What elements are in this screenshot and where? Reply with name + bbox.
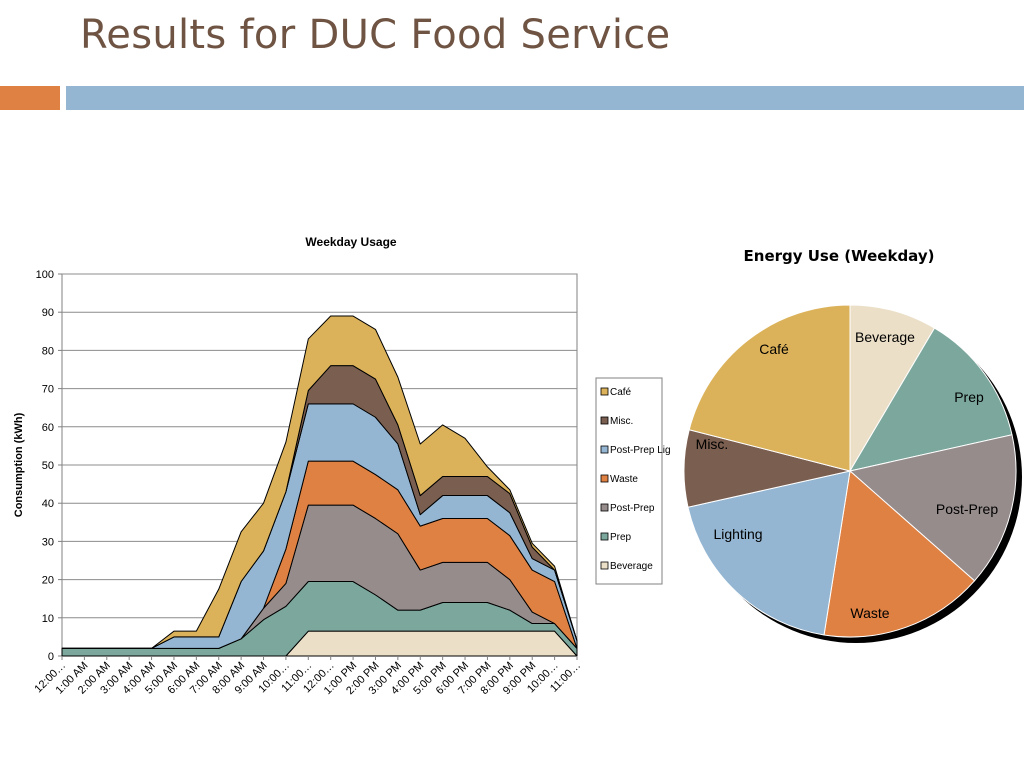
pie-label-misc: Misc. [696, 436, 729, 452]
energy-use-pie-chart: Energy Use (Weekday) Beverage Prep Post-Pre… [683, 247, 1022, 643]
area-chart-title: Weekday Usage [305, 235, 396, 249]
pie-label-prep: Prep [954, 389, 984, 405]
pie-chart-title: Energy Use (Weekday) [744, 247, 935, 265]
legend-swatch [600, 416, 609, 425]
title-divider-bar [66, 86, 1024, 110]
y-tick-label: 30 [42, 536, 54, 548]
slide-title: Results for DUC Food Service [80, 12, 671, 58]
y-tick-label: 0 [48, 651, 54, 663]
y-tick-label: 60 [42, 422, 54, 434]
y-tick-label: 90 [42, 307, 54, 319]
legend-swatch [600, 532, 609, 541]
legend-label: Post-Prep [610, 503, 655, 514]
pie-slice-beverage [849, 304, 936, 473]
pie-label-beverage: Beverage [855, 329, 915, 345]
y-tick-label: 80 [42, 345, 54, 357]
pie-slice-post-prep [848, 434, 1017, 582]
weekday-usage-area-chart: Weekday Usage 0 10 20 30 40 50 60 70 80 90 100 Consu… [13, 235, 670, 697]
y-tick-label: 20 [42, 575, 54, 587]
y-tick-label: 70 [42, 384, 54, 396]
legend-swatch [600, 474, 609, 483]
pie-slice-lighting [687, 470, 851, 636]
pie-label-post-prep: Post-Prep [936, 501, 998, 517]
legend-label: Prep [610, 532, 632, 543]
legend-label: Misc. [610, 416, 633, 427]
pie-slice-waste [823, 470, 976, 638]
legend-label: Café [610, 387, 632, 398]
y-tick-label: 100 [36, 269, 54, 281]
legend-label: Beverage [610, 561, 653, 572]
legend-swatch [600, 445, 609, 454]
pie-slice-prep [848, 327, 1013, 472]
pie-label-caf: Café [759, 341, 789, 357]
area-series-caf- [61, 315, 578, 649]
legend-swatch [600, 503, 609, 512]
legend-label: Waste [610, 474, 638, 485]
y-tick-label: 50 [42, 460, 54, 472]
legend-label: Post-Prep Lighting [610, 445, 670, 456]
y-axis-label: Consumption (kWh) [13, 412, 25, 517]
pie-label-lighting: Lighting [713, 526, 762, 542]
pie-slice-caf [688, 304, 851, 472]
y-tick-label: 40 [42, 498, 54, 510]
legend-swatch [600, 561, 609, 570]
title-accent-bar [0, 86, 60, 110]
legend-swatch [600, 387, 609, 396]
y-tick-label: 10 [42, 613, 54, 625]
pie-label-waste: Waste [850, 605, 889, 621]
